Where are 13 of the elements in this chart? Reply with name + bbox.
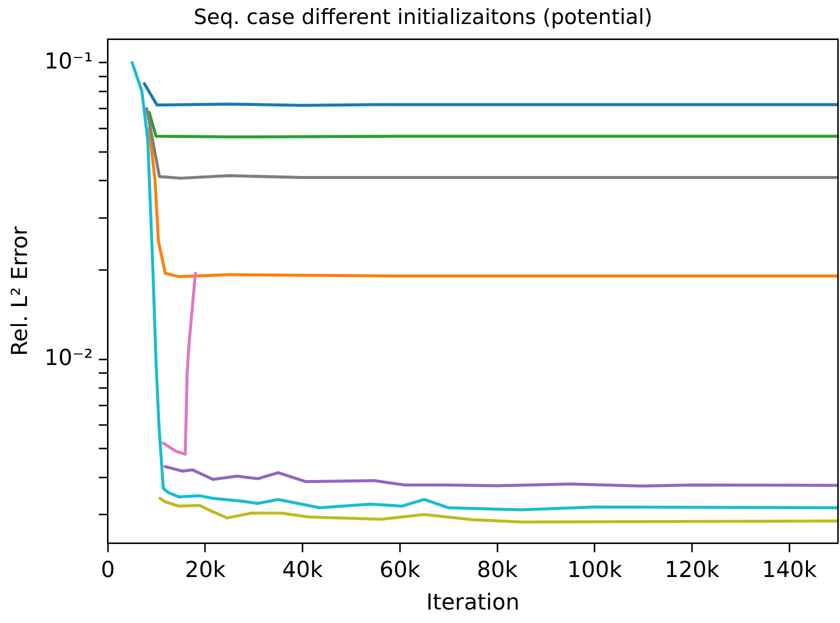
x-tick-label: 0	[100, 558, 115, 584]
x-tick-label: 80k	[476, 558, 518, 584]
x-tick-label: 60k	[380, 558, 421, 584]
chart-title: Seq. case different initializaitons (potential)	[194, 5, 652, 30]
x-tick-label: 100k	[567, 558, 622, 584]
x-tick-label: 120k	[664, 558, 720, 584]
y-axis-title: Rel. L² Error	[8, 225, 33, 356]
y-tick-label: 10⁻¹	[44, 49, 93, 74]
x-tick-label: 140k	[762, 558, 817, 584]
x-axis-title: Iteration	[426, 590, 520, 616]
y-tick-label: 10⁻²	[44, 346, 93, 372]
x-tick-label: 40k	[282, 558, 324, 584]
x-tick-label: 20k	[184, 558, 226, 584]
